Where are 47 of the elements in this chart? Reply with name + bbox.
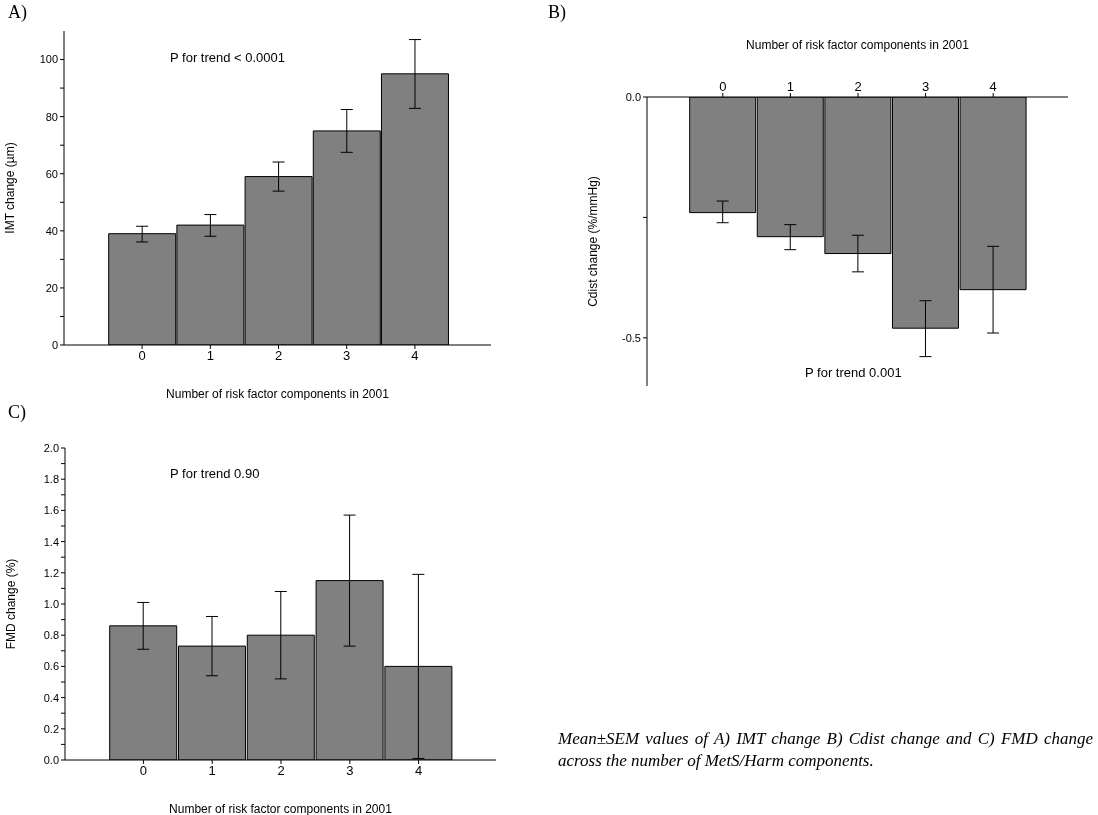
- y-tick-label: 2.0: [43, 441, 59, 454]
- y-tick-label: 40: [45, 224, 58, 237]
- y-tick-label: 0.0: [43, 753, 59, 766]
- chart-title: A): [8, 2, 27, 23]
- y-tick-label: 1.2: [43, 566, 59, 579]
- x-axis-title: Number of risk factor components in 2001: [166, 387, 390, 401]
- y-axis-title: IMT change (µm): [3, 142, 18, 234]
- y-tick-label: 1.0: [43, 597, 59, 610]
- y-tick-label: 20: [45, 281, 58, 294]
- x-tick-label: 2: [854, 79, 862, 94]
- annotation: P for trend 0.001: [805, 365, 902, 380]
- y-tick-label: 0: [51, 338, 58, 351]
- x-tick-label: 0: [139, 763, 148, 779]
- annotation: P for trend < 0.0001: [170, 50, 286, 65]
- y-tick-label: 1.8: [43, 473, 59, 486]
- x-tick-label: 4: [414, 763, 423, 779]
- x-tick-label: 1: [786, 79, 795, 94]
- y-tick-label: 60: [45, 167, 58, 180]
- x-tick-label: 1: [206, 348, 214, 364]
- x-tick-label: 2: [277, 763, 285, 779]
- y-tick-label: 100: [39, 53, 58, 66]
- y-tick-label: 80: [45, 110, 58, 123]
- x-tick-label: 3: [921, 79, 930, 94]
- y-tick-label: 0.6: [43, 660, 59, 673]
- x-tick-label: 0: [138, 348, 146, 364]
- x-tick-label: 4: [411, 348, 419, 364]
- x-tick-label: 3: [343, 348, 351, 364]
- x-axis-title: Number of risk factor components in 2001: [169, 802, 393, 815]
- y-tick-label: 0.4: [43, 691, 59, 704]
- y-axis-title: FMD change (%): [4, 558, 19, 650]
- x-tick-label: 4: [989, 79, 997, 94]
- x-axis-title: Number of risk factor components in 2001: [746, 37, 970, 52]
- chart-title: C): [8, 402, 26, 423]
- y-tick-label: 0.2: [43, 722, 59, 735]
- annotation: P for trend 0.90: [170, 466, 260, 481]
- text: Mean±SEM values of A) IMT change B) Cdist change and C) FMD change across the number of MetS/Harm components.: [558, 728, 1093, 772]
- y-tick-label: 1.6: [43, 504, 59, 517]
- x-tick-label: 2: [274, 348, 283, 364]
- x-tick-label: 1: [208, 763, 216, 779]
- y-axis-title: Cdist change (%/mmHg): [586, 176, 601, 307]
- y-tick-label: 0.8: [43, 629, 59, 642]
- y-tick-label: 1.4: [43, 535, 59, 548]
- x-tick-label: 3: [346, 763, 354, 779]
- y-tick-label: 0.0: [625, 90, 641, 103]
- y-tick-label: -0.5: [622, 331, 641, 344]
- chart-title: B): [548, 2, 566, 23]
- x-tick-label: 0: [719, 79, 727, 94]
